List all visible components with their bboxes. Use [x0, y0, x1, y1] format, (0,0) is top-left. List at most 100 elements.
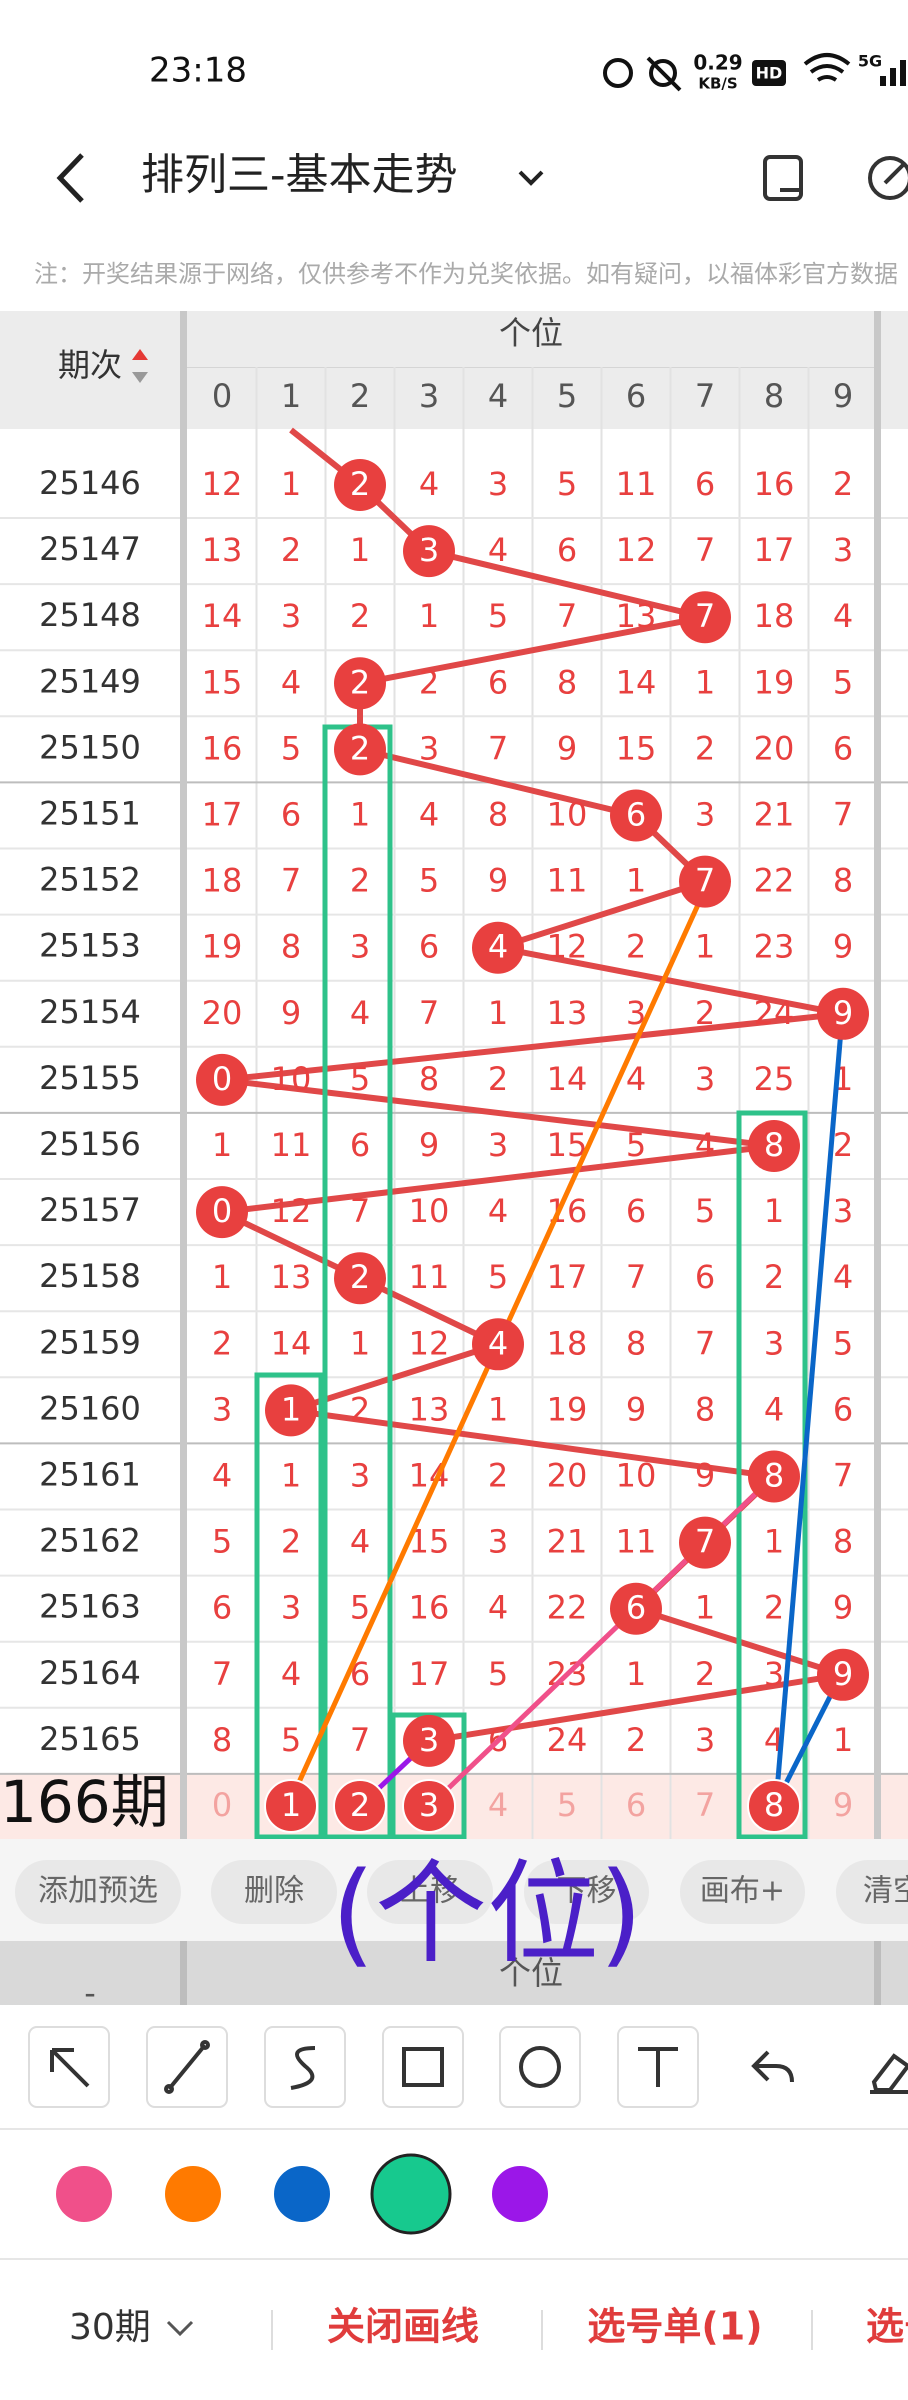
miss-count: 9 — [833, 928, 853, 966]
button-label[interactable]: 下移 — [557, 1874, 617, 1909]
color-swatch[interactable] — [370, 2153, 452, 2235]
table-body-bg — [0, 429, 908, 1773]
miss-count: 5 — [212, 1523, 232, 1561]
miss-count: 12 — [271, 1192, 312, 1230]
miss-count: 1 — [833, 1721, 853, 1759]
miss-count: 11 — [409, 1258, 450, 1296]
predict-number[interactable]: 7 — [695, 1786, 715, 1824]
hit-number: 6 — [626, 1589, 646, 1627]
tool-icons[interactable] — [28, 2026, 908, 2108]
hit-marker — [610, 1582, 662, 1635]
miss-count: 4 — [281, 663, 301, 701]
miss-count: 12 — [409, 1324, 450, 1362]
period: 25153 — [39, 927, 141, 965]
miss-count: 12 — [202, 465, 243, 503]
hit-number: 0 — [212, 1192, 232, 1230]
button-bg[interactable] — [524, 1860, 649, 1924]
hit-number: 2 — [350, 729, 370, 767]
button-label[interactable]: 画布+ — [700, 1874, 785, 1909]
predict-number[interactable]: 6 — [626, 1786, 646, 1824]
predict-number[interactable]: 0 — [212, 1786, 232, 1824]
period: 25165 — [39, 1720, 141, 1758]
miss-count: 3 — [281, 597, 301, 635]
miss-count: 7 — [695, 531, 715, 569]
period: 25159 — [39, 1323, 141, 1361]
miss-count: 5 — [626, 1126, 646, 1164]
miss-count: 14 — [271, 1324, 312, 1362]
miss-count: 5 — [419, 862, 439, 900]
color-swatch[interactable] — [274, 2166, 330, 2222]
predict-pick[interactable]: 1 — [281, 1786, 301, 1824]
header-actions[interactable] — [763, 155, 908, 201]
miss-count: 3 — [419, 729, 439, 767]
predict-number[interactable]: 5 — [557, 1786, 577, 1824]
button-bg[interactable] — [680, 1860, 805, 1924]
miss-count: 6 — [626, 1192, 646, 1230]
sort-up[interactable] — [132, 349, 148, 360]
miss-count: 7 — [695, 1324, 715, 1362]
button-label[interactable]: 上移 — [400, 1874, 460, 1909]
hit-marker — [196, 1053, 248, 1106]
miss-count: 4 — [833, 597, 853, 635]
miss-count: 1 — [626, 862, 646, 900]
miss-count: 8 — [419, 1060, 439, 1098]
miss-count: 12 — [616, 531, 657, 569]
period-dropdown[interactable] — [166, 2320, 194, 2337]
button-label[interactable]: 删除 — [244, 1874, 304, 1909]
miss-count: 22 — [754, 862, 795, 900]
hit-number: 7 — [695, 597, 715, 635]
button-label[interactable]: 清空 — [863, 1874, 908, 1909]
ticket[interactable]: 选号单(1) — [587, 2305, 762, 2349]
predict-pick[interactable]: 2 — [350, 1786, 370, 1824]
hit-number: 9 — [833, 1655, 853, 1693]
button-bg[interactable] — [15, 1860, 181, 1924]
miss-count: 9 — [281, 994, 301, 1032]
miss-count: 6 — [350, 1126, 370, 1164]
miss-count: 17 — [754, 531, 795, 569]
miss-count: 1 — [419, 597, 439, 635]
close-drawing[interactable]: 关闭画线 — [327, 2305, 479, 2349]
miss-count: 17 — [547, 1258, 588, 1296]
color-swatch[interactable] — [165, 2166, 221, 2222]
miss-count: 3 — [695, 1721, 715, 1759]
period-select[interactable]: 30期 — [69, 2307, 151, 2348]
predict-marker — [333, 1779, 387, 1833]
signal — [880, 60, 906, 86]
hit-number: 7 — [695, 1523, 715, 1561]
sort-down[interactable] — [132, 372, 148, 383]
miss-count: 3 — [350, 1457, 370, 1495]
network: 5G — [858, 52, 882, 71]
annotation: (个位) — [331, 1849, 642, 1979]
color-swatch[interactable] — [492, 2166, 548, 2222]
miss-count: 2 — [488, 1060, 508, 1098]
miss-count: 4 — [350, 1523, 370, 1561]
hit-marker — [472, 1318, 524, 1371]
predict-number[interactable]: 9 — [833, 1786, 853, 1824]
more[interactable]: 选号 — [866, 2305, 908, 2349]
miss-count: 24 — [754, 994, 795, 1032]
miss-count: 2 — [350, 862, 370, 900]
hit-number: 2 — [350, 465, 370, 503]
miss-count: 6 — [488, 663, 508, 701]
miss-count: 4 — [833, 1258, 853, 1296]
button-bg[interactable] — [367, 1860, 493, 1924]
predict-pick[interactable]: 3 — [419, 1786, 439, 1824]
button-label[interactable]: 添加预选 — [38, 1874, 158, 1909]
title-dropdown[interactable] — [518, 170, 544, 186]
miss-count: 1 — [350, 1324, 370, 1362]
predict-marker — [402, 1779, 456, 1833]
hit-marker — [265, 1384, 317, 1437]
predict-pick[interactable]: 8 — [764, 1786, 784, 1824]
separator — [271, 2310, 273, 2350]
button-bg[interactable] — [836, 1860, 908, 1924]
miss-count: 8 — [695, 1390, 715, 1428]
miss-count: 1 — [695, 1589, 715, 1627]
miss-count: 7 — [833, 796, 853, 834]
predict-number[interactable]: 4 — [488, 1786, 508, 1824]
button-bg[interactable] — [211, 1860, 337, 1924]
color-swatch[interactable] — [56, 2166, 112, 2222]
miss-count: 1 — [212, 1258, 232, 1296]
miss-count: 4 — [350, 994, 370, 1032]
miss-count: 3 — [626, 994, 646, 1032]
back-button[interactable] — [56, 153, 84, 203]
